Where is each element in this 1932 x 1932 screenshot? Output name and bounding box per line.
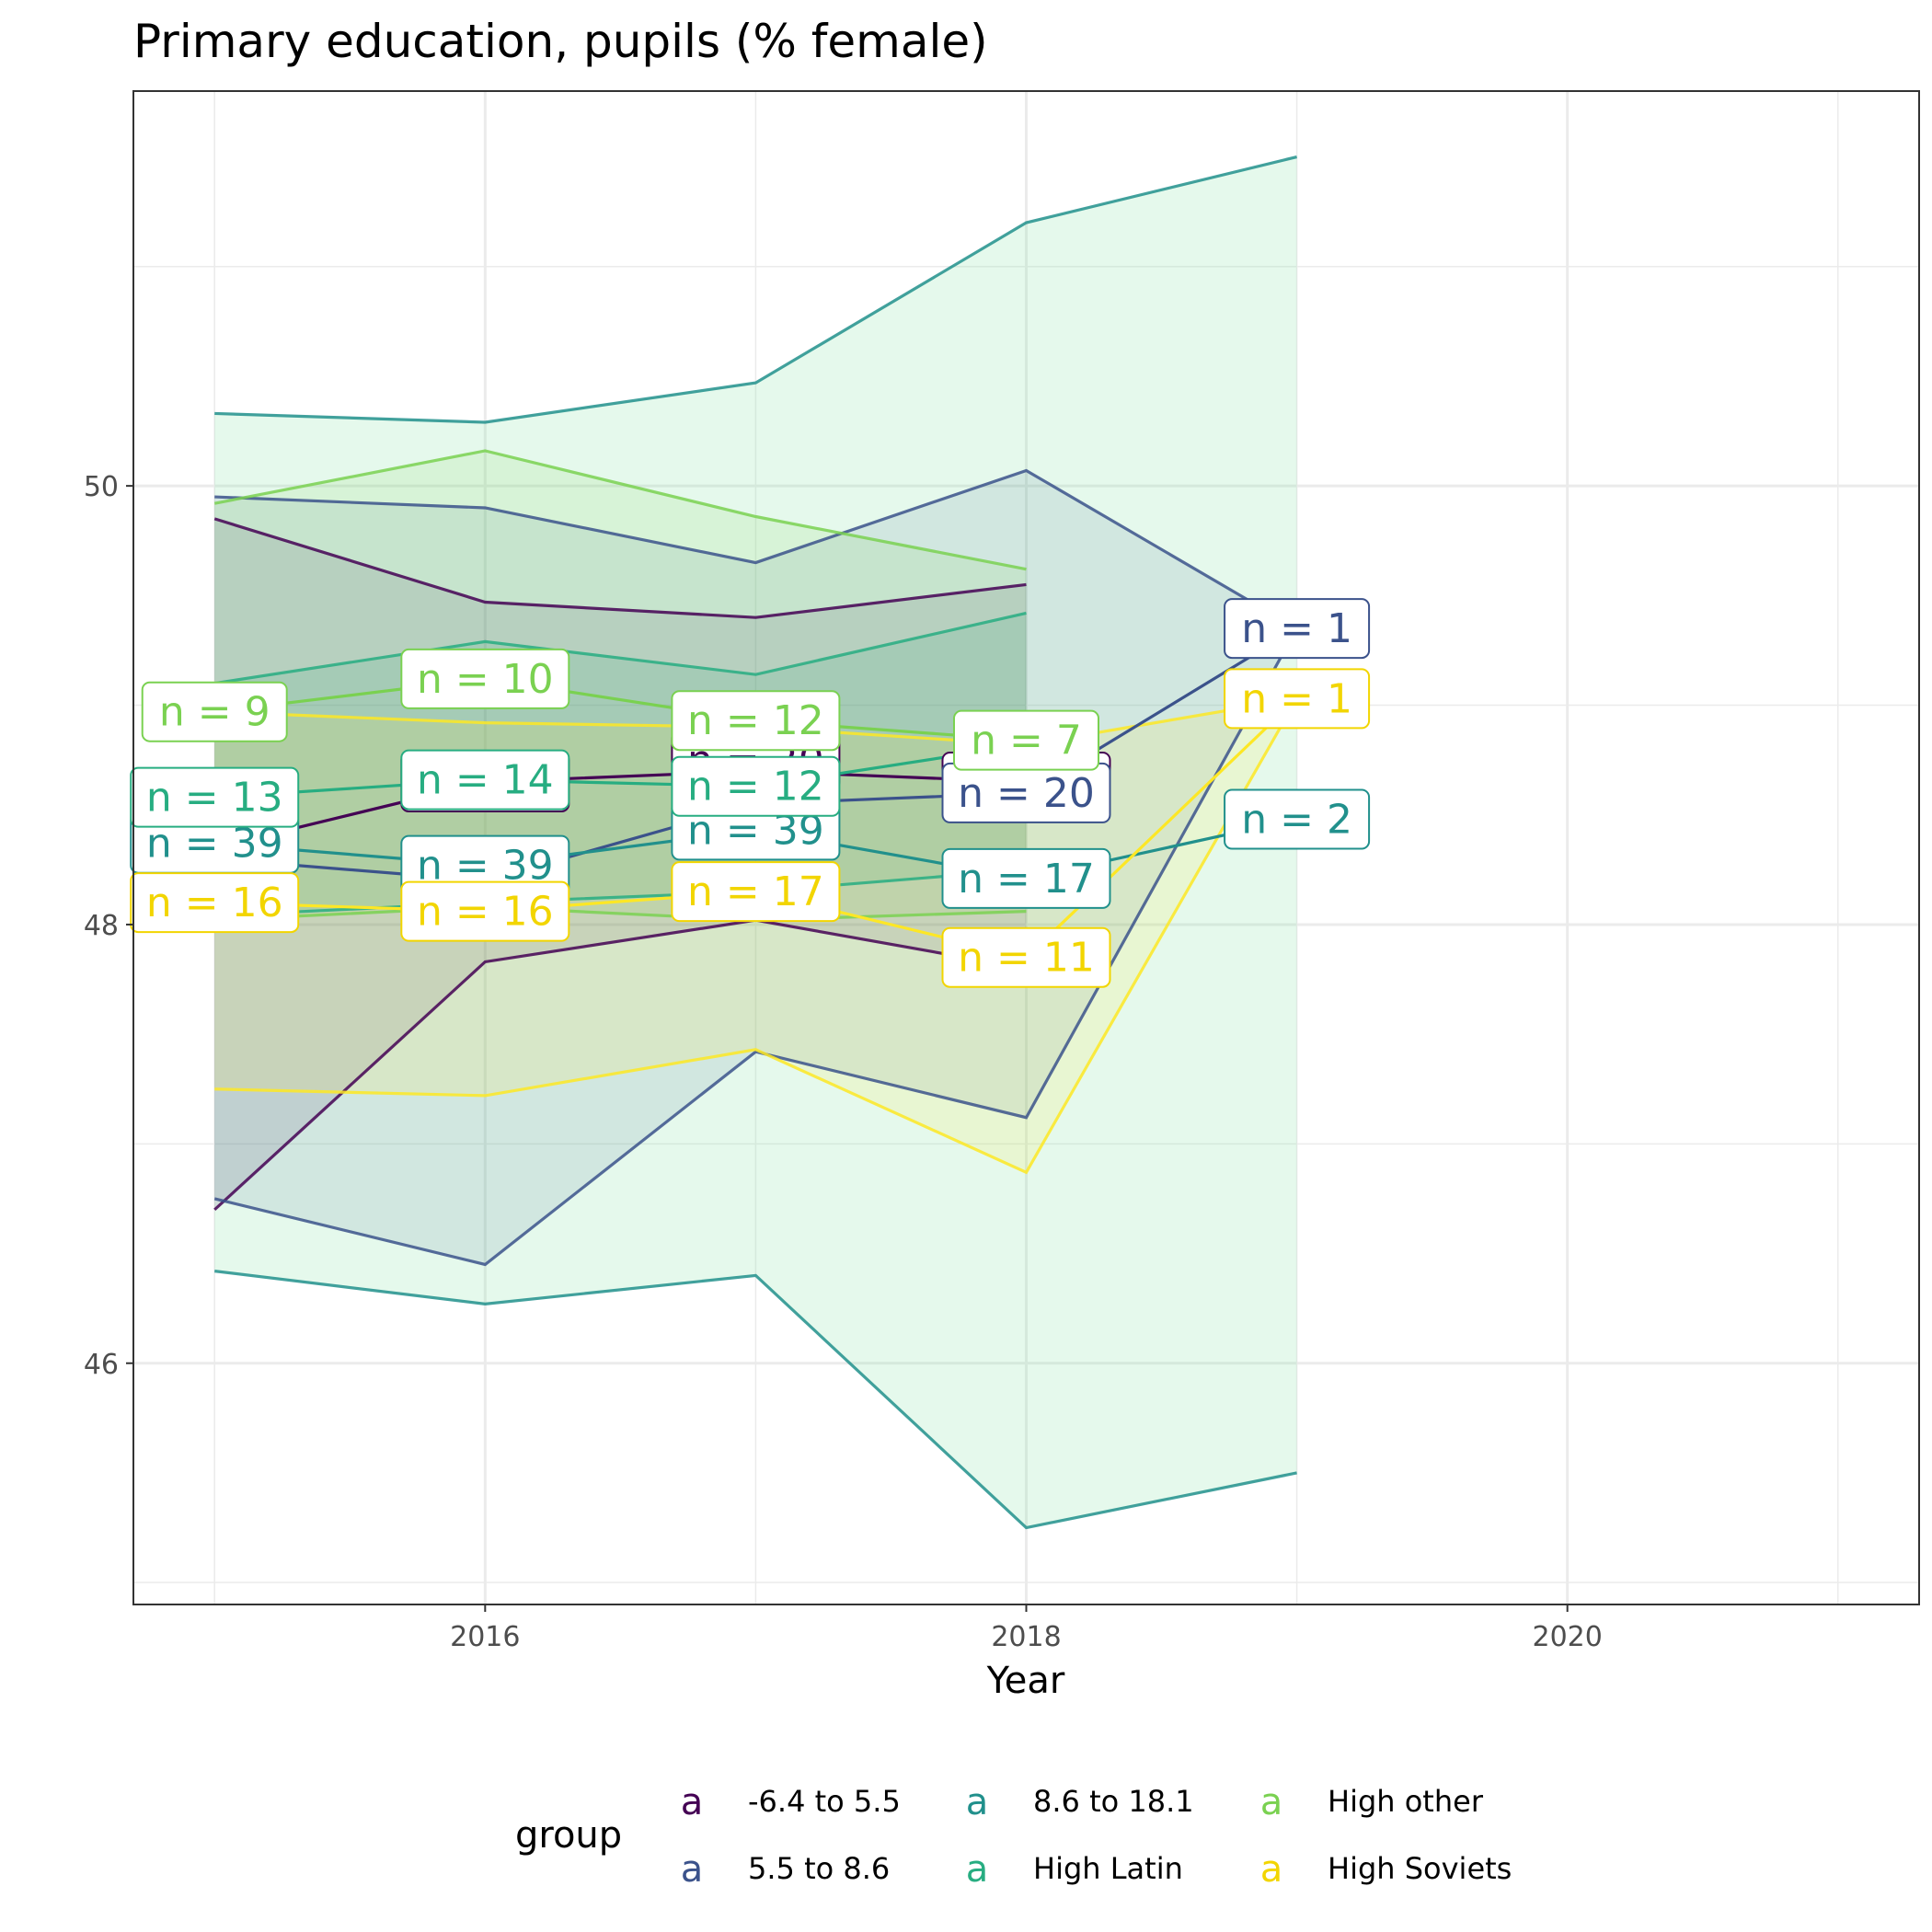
min-line-5-5-to-8-6	[213, 627, 1298, 1267]
legend-label: High other	[1328, 1784, 1484, 1819]
point-label-text: n = 12	[687, 697, 824, 744]
point-label-box	[941, 847, 1111, 909]
max-line-8-6-to-18-1	[214, 155, 1297, 424]
x-tick-label: 2016	[450, 1621, 520, 1653]
point-label-text: n = 17	[958, 856, 1095, 903]
legend-item-high-soviets: a High Soviets	[1260, 1848, 1512, 1891]
point-label-box	[953, 709, 1099, 771]
point-label-box	[1224, 668, 1371, 730]
y-tick-label: 48	[84, 910, 119, 942]
point-label-text: n = 1	[1241, 675, 1352, 722]
x-tick-label: 2018	[991, 1621, 1061, 1653]
legend-key: a	[966, 1848, 989, 1891]
point-label-5-5-to-8-6: n = 1	[1224, 598, 1371, 660]
y-tick-label: 46	[84, 1349, 119, 1381]
max-line-high-latin	[213, 611, 1027, 685]
legend-key: a	[966, 1781, 989, 1823]
point-label-text: n = 14	[417, 757, 554, 804]
legend-label: 8.6 to 18.1	[1033, 1784, 1194, 1819]
point-label-box	[130, 872, 300, 934]
point-label-box	[671, 755, 841, 817]
min-line-high-latin	[214, 868, 1027, 918]
point-label-8-6-to-18-1: n = 39	[130, 812, 300, 874]
point-label-high-other: n = 12	[671, 690, 841, 752]
point-label-box	[400, 880, 570, 942]
point-label-text: n = 39	[146, 821, 283, 868]
legend-key: a	[1260, 1781, 1283, 1823]
point-label-high-other: n = 7	[953, 709, 1099, 771]
x-axis-ticks: 2016 2018 2020	[450, 1604, 1603, 1653]
point-label-5-5-to-8-6: n = 20	[941, 762, 1111, 823]
point-label-box	[1224, 788, 1371, 850]
legend-label: High Soviets	[1328, 1851, 1512, 1886]
min-lines	[213, 627, 1298, 1530]
point-label-text: n = 2	[1241, 797, 1352, 844]
max-line-6-4-to-5-5	[213, 517, 1027, 619]
legend-item-8-6-to-18-1: a 8.6 to 18.1	[966, 1781, 1194, 1823]
point-label-text: n = 9	[159, 689, 270, 736]
legend-item-high-other: a High other	[1260, 1781, 1484, 1823]
point-label-box	[1224, 598, 1371, 660]
point-label-high-soviets: n = 16	[400, 880, 570, 942]
point-label-box	[141, 681, 288, 742]
legend-label: High Latin	[1033, 1851, 1183, 1886]
min-line-8-6-to-18-1	[214, 1270, 1297, 1530]
point-label-high-soviets: n = 11	[941, 926, 1111, 988]
point-label-text: n = 7	[971, 718, 1082, 765]
legend-item-high-latin: a High Latin	[966, 1848, 1183, 1891]
point-label-box	[400, 749, 570, 811]
point-label-high-other: n = 9	[141, 681, 288, 742]
point-label-high-other: n = 10	[400, 648, 570, 709]
legend-item-5-5-to-8-6: a 5.5 to 8.6	[681, 1848, 891, 1891]
x-axis-title: Year	[986, 1660, 1065, 1702]
point-label-text: n = 16	[417, 889, 554, 936]
min-line-high-other	[214, 905, 1027, 922]
legend-item-6-4-to-5-5: a -6.4 to 5.5	[681, 1781, 901, 1823]
point-label-text: n = 10	[417, 656, 554, 703]
point-label-text: n = 11	[958, 935, 1095, 982]
y-tick-label: 50	[84, 471, 119, 503]
point-label-box	[671, 690, 841, 752]
point-label-text: n = 17	[687, 868, 824, 915]
point-label-text: n = 12	[687, 764, 824, 811]
point-label-high-soviets: n = 17	[671, 861, 841, 923]
min-line-high-soviets	[214, 697, 1298, 1175]
legend-label: -6.4 to 5.5	[748, 1784, 901, 1819]
point-label-box	[671, 861, 841, 923]
legend: group a -6.4 to 5.5 a 5.5 to 8.6 a 8.6 to 18.…	[515, 1781, 1512, 1891]
point-label-8-6-to-18-1: n = 17	[941, 847, 1111, 909]
mean-line-high-latin	[214, 742, 1027, 799]
point-label-high-soviets: n = 1	[1224, 668, 1371, 730]
point-label-high-latin: n = 14	[400, 749, 570, 811]
point-label-text: n = 20	[958, 770, 1095, 817]
min-line-6-4-to-5-5	[213, 918, 1027, 1212]
mean-line-high-other	[214, 677, 1027, 742]
point-label-box	[941, 926, 1111, 988]
legend-title: group	[515, 1814, 622, 1857]
legend-key: a	[1260, 1848, 1283, 1891]
x-tick-label: 2020	[1533, 1621, 1603, 1653]
point-label-box	[130, 766, 300, 828]
point-label-text: n = 13	[146, 775, 283, 822]
mean-line-6-4-to-5-5	[213, 769, 1027, 850]
max-line-high-other	[213, 449, 1027, 571]
legend-label: 5.5 to 8.6	[748, 1851, 890, 1886]
max-line-5-5-to-8-6	[214, 468, 1298, 630]
legend-key: a	[681, 1781, 704, 1823]
point-label-high-latin: n = 13	[130, 766, 300, 828]
point-label-text: n = 1	[1241, 605, 1352, 652]
legend-items: a -6.4 to 5.5 a 5.5 to 8.6 a 8.6 to 18.1 a High…	[681, 1781, 1512, 1891]
legend-key: a	[681, 1848, 704, 1891]
point-labels: n = 20n = 20n = 20n = 20n = 1n = 39n = 3…	[130, 598, 1371, 988]
point-label-box	[400, 648, 570, 709]
point-label-high-soviets: n = 16	[130, 872, 300, 934]
point-label-text: n = 16	[146, 880, 283, 926]
chart-title: Primary education, pupils (% female)	[133, 15, 988, 68]
y-axis-ticks: 46 48 50	[84, 471, 133, 1381]
point-label-high-latin: n = 12	[671, 755, 841, 817]
point-label-8-6-to-18-1: n = 2	[1224, 788, 1371, 850]
